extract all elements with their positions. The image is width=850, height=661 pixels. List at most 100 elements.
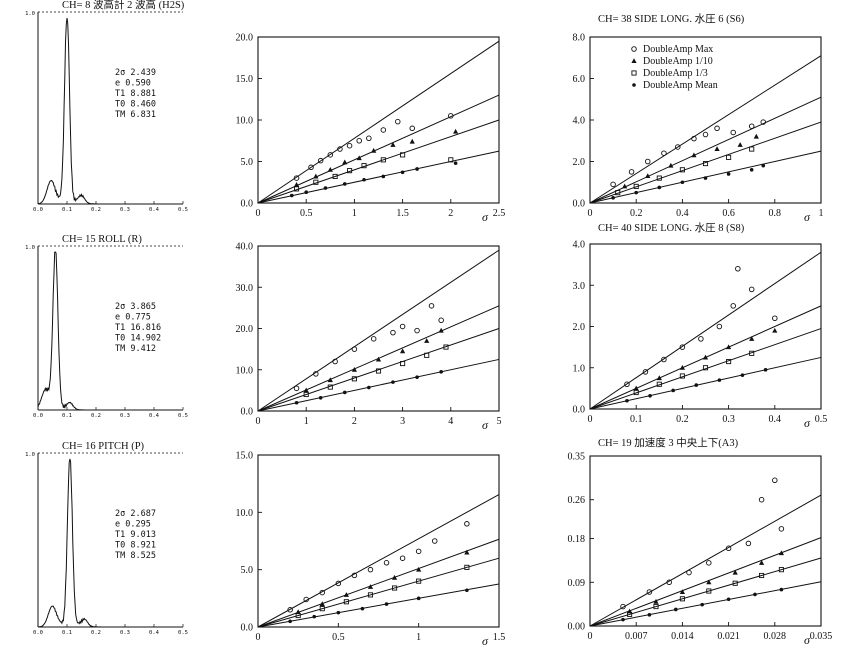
- data-point: [656, 175, 662, 181]
- data-point: [758, 496, 765, 503]
- x-tick-label: 0.4: [676, 208, 689, 219]
- data-point: [706, 579, 712, 585]
- data-point: [691, 135, 697, 142]
- x-tick-label: 0.2: [676, 414, 689, 425]
- data-point: [730, 303, 736, 309]
- x-tick-label: 0.007: [625, 631, 648, 642]
- data-point: [453, 161, 458, 165]
- fit-line: [257, 249, 500, 412]
- data-point: [319, 589, 326, 596]
- data-point: [308, 164, 314, 171]
- spec-x-tick-label: 0.1: [62, 630, 72, 636]
- x-tick-label: 0.1: [630, 414, 643, 425]
- legend-marker: [631, 46, 637, 52]
- spec-x-tick-label: 0.5: [178, 207, 188, 213]
- y-tick-label: 0.18: [568, 534, 586, 545]
- data-point: [610, 181, 616, 188]
- data-point: [726, 154, 732, 160]
- data-point: [371, 147, 377, 153]
- data-point: [753, 592, 757, 597]
- data-point: [415, 548, 422, 555]
- fit-line: [589, 537, 822, 627]
- data-point: [730, 129, 736, 136]
- y-tick-label: 10.0: [236, 365, 254, 376]
- legend-marker: [632, 83, 636, 87]
- data-point: [367, 592, 374, 598]
- data-point: [327, 377, 333, 383]
- fit-line: [257, 328, 500, 412]
- data-point: [303, 391, 309, 398]
- y-tick-label: 2.0: [573, 322, 586, 333]
- y-tick-label: 4.0: [573, 116, 586, 127]
- data-point: [390, 329, 396, 336]
- spectrum-panel-1: CH= 8 波高計 2 波高 (H2S) 1.0 0.0 0.1 0.2 0.3 0.4 0.…: [25, 0, 188, 213]
- data-point: [679, 364, 685, 370]
- spectrum-curve: [37, 17, 183, 205]
- data-point: [342, 182, 347, 186]
- x-tick-label: 4: [448, 416, 453, 427]
- data-point: [336, 610, 341, 615]
- spec-x-tick-label: 0.1: [62, 413, 72, 419]
- data-point: [633, 385, 639, 391]
- data-point: [760, 119, 767, 125]
- data-point: [343, 599, 349, 605]
- data-point: [346, 142, 353, 149]
- data-point: [661, 150, 667, 156]
- y-tick-label: 15.0: [236, 451, 254, 462]
- y-tick-label: 15.0: [236, 74, 254, 85]
- data-point: [737, 142, 743, 147]
- spec-x-tick-label: 0.2: [91, 207, 101, 213]
- stat-line: e 0.590: [115, 79, 151, 89]
- data-point: [778, 526, 785, 532]
- data-point: [627, 611, 633, 617]
- data-point: [370, 336, 377, 342]
- data-point: [686, 569, 692, 576]
- data-point: [303, 596, 309, 603]
- data-point: [360, 606, 365, 611]
- data-point: [304, 190, 309, 195]
- spec-x-tick-label: 0.0: [33, 630, 43, 636]
- data-point: [759, 572, 765, 579]
- y-tick-label: 0.26: [568, 495, 586, 506]
- data-point: [611, 196, 615, 200]
- data-point: [335, 580, 342, 587]
- data-point: [778, 567, 784, 573]
- spec-x-tick-label: 0.4: [149, 207, 160, 213]
- data-point: [443, 344, 449, 350]
- data-point: [343, 592, 349, 597]
- data-point: [400, 348, 406, 354]
- y-tick-label: 3.0: [573, 281, 586, 292]
- data-point: [399, 555, 406, 561]
- data-point: [702, 365, 709, 371]
- data-point: [748, 123, 755, 129]
- data-point: [293, 181, 300, 187]
- y-tick-label: 4.0: [573, 240, 586, 251]
- data-point: [351, 376, 357, 382]
- y-tick-label: 0.0: [573, 199, 586, 210]
- spectrum-panel-2: CH= 15 ROLL (R) 1.0 0.0 0.1 0.2 0.3 0.4 0.5 2σ 3…: [25, 234, 188, 419]
- x-tick-label: 0.014: [671, 631, 694, 642]
- data-point: [679, 344, 686, 350]
- data-point: [400, 361, 406, 367]
- data-point: [703, 176, 708, 180]
- stat-line: T0 8.460: [115, 100, 156, 110]
- data-point: [448, 113, 454, 119]
- data-point: [464, 549, 470, 555]
- x-axis-label: σ: [804, 416, 811, 430]
- data-point: [702, 161, 709, 167]
- data-point: [656, 381, 662, 387]
- data-point: [438, 327, 444, 333]
- data-point: [380, 127, 387, 133]
- data-point: [351, 366, 357, 372]
- data-point: [714, 146, 720, 152]
- data-point: [362, 177, 366, 182]
- fit-line: [589, 121, 822, 204]
- scatter-panel-2: CH= 38 SIDE LONG. 水圧 6 (S6) 0.0 2.0 4.0 6.0 8…: [573, 13, 824, 224]
- x-tick-label: 1: [352, 208, 357, 219]
- data-point: [313, 173, 319, 179]
- stat-line: TM 8.525: [115, 551, 156, 561]
- data-point: [691, 152, 697, 158]
- spec-x-tick-label: 0.5: [178, 413, 188, 419]
- data-point: [287, 607, 293, 613]
